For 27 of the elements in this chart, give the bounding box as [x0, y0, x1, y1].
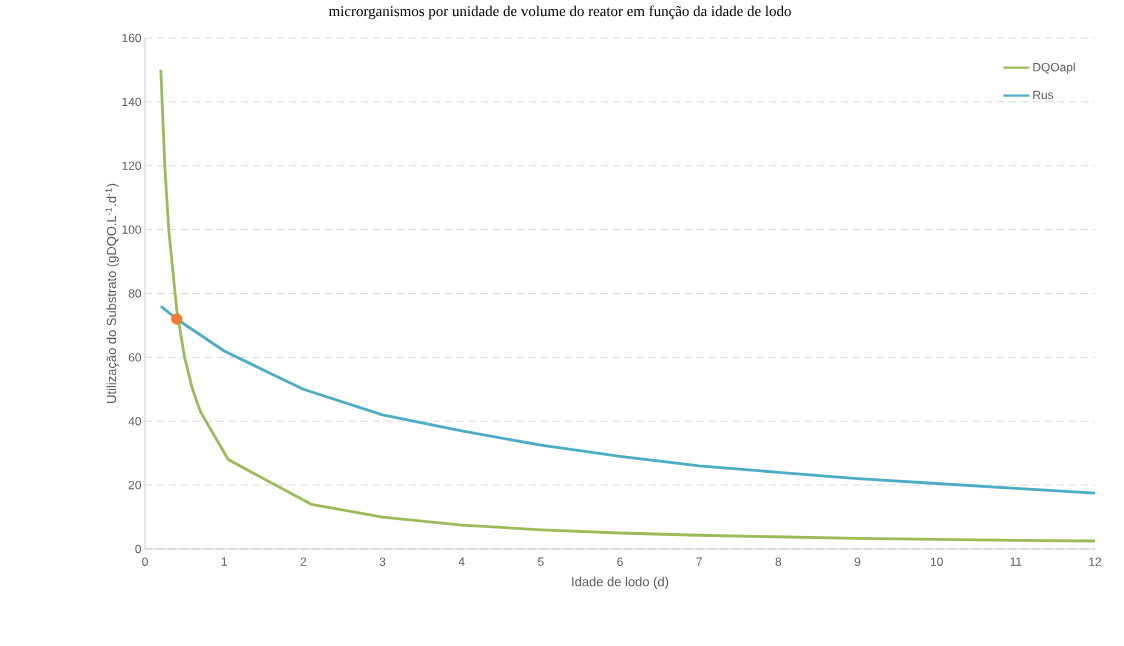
y-tick-label: 20	[128, 480, 142, 490]
y-tick-label: 160	[122, 33, 142, 43]
x-tick-label: 9	[854, 557, 861, 566]
y-tick-label: 0	[135, 544, 142, 554]
x-tick-label: 12	[1089, 557, 1102, 566]
x-tick-label: 3	[379, 557, 386, 566]
legend-label: Rus	[1033, 90, 1054, 100]
y-tick-label: 80	[128, 289, 142, 298]
x-axis-title: Idade de lodo (d)	[572, 576, 669, 589]
x-tick-label: 8	[775, 557, 782, 566]
y-tick-label: 100	[122, 225, 142, 234]
x-tick-label: 4	[458, 557, 465, 566]
x-tick-label: 7	[696, 557, 702, 566]
x-tick-label: 1	[221, 557, 227, 566]
y-tick-label: 40	[128, 417, 142, 426]
x-tick-label: 11	[1010, 557, 1022, 566]
x-tick-label: 5	[538, 557, 544, 566]
x-tick-label: 0	[142, 557, 148, 566]
y-tick-label: 120	[122, 161, 142, 170]
legend-label: DQOapl	[1033, 62, 1075, 74]
x-tick-label: 10	[930, 557, 943, 566]
y-tick-label: 140	[122, 97, 142, 107]
x-tick-label: 6	[617, 557, 623, 566]
y-axis-title: Utilização do Substrato (gDQO.L$^{-1}$.d$^{-1}$)	[105, 183, 119, 403]
y-tick-label: 60	[128, 353, 142, 362]
chart-title: microrganismos por unidade de volume do reator em função da idade de lodo	[328, 5, 791, 20]
x-tick-label: 2	[300, 557, 307, 566]
